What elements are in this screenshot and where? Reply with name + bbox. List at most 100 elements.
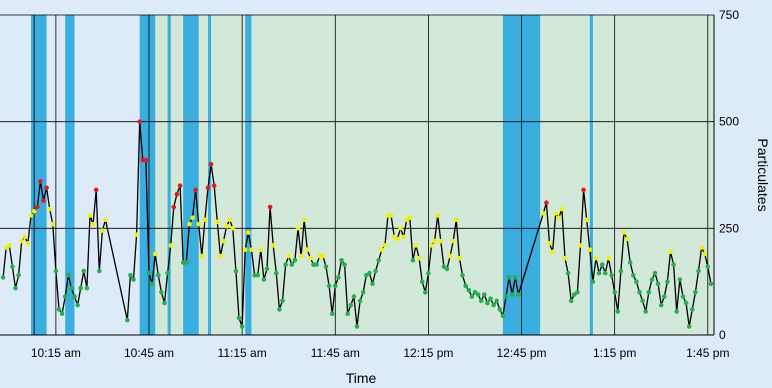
highlight-band: [31, 15, 47, 335]
data-point: [184, 260, 189, 265]
highlight-band: [183, 15, 199, 335]
data-point: [168, 243, 173, 248]
data-point: [239, 324, 245, 329]
data-point: [69, 285, 74, 291]
data-point: [568, 298, 574, 304]
data-point: [494, 298, 500, 304]
data-point: [429, 243, 434, 248]
data-point: [134, 232, 139, 237]
data-point: [196, 221, 201, 227]
data-point: [419, 279, 425, 285]
data-point: [460, 273, 465, 278]
data-point: [246, 230, 251, 235]
data-point: [230, 226, 236, 231]
data-point: [677, 277, 683, 282]
data-point: [320, 253, 326, 259]
highlight-band: [245, 15, 252, 335]
data-point: [513, 275, 518, 280]
x-tick-label: 12:45 pm: [497, 346, 547, 360]
data-point: [211, 183, 217, 188]
data-point: [550, 249, 555, 255]
data-point: [7, 243, 12, 248]
data-point: [264, 266, 270, 272]
data-point: [516, 292, 521, 297]
highlight-band: [167, 15, 171, 335]
x-tick-label: 10:15 am: [31, 346, 81, 360]
highlight-band: [589, 15, 593, 335]
data-point: [159, 290, 164, 295]
data-point: [351, 294, 357, 299]
data-point: [454, 217, 459, 223]
x-tick-label: 12:15 pm: [403, 346, 453, 360]
data-point: [16, 273, 21, 278]
y-tick-label: 500: [719, 115, 739, 129]
data-point: [274, 270, 279, 276]
data-point: [705, 264, 711, 270]
data-point: [624, 236, 630, 242]
data-point: [469, 294, 475, 299]
data-point: [447, 253, 453, 259]
x-tick-label: 1:45 pm: [686, 346, 729, 360]
data-point: [379, 247, 385, 252]
data-point: [59, 311, 65, 317]
data-point: [388, 213, 394, 218]
chart-background: [0, 15, 715, 335]
data-point: [44, 185, 49, 191]
data-point: [50, 221, 56, 227]
gridlines: [0, 14, 715, 336]
data-point: [317, 253, 323, 259]
data-point: [603, 270, 608, 276]
data-point: [398, 226, 403, 231]
data-point: [308, 255, 313, 261]
data-point: [631, 273, 636, 278]
data-point: [457, 255, 462, 261]
data-point: [575, 290, 580, 295]
data-point: [84, 285, 90, 291]
data-point: [360, 290, 366, 295]
data-point: [357, 298, 363, 304]
data-point: [584, 217, 589, 223]
data-point: [333, 283, 338, 289]
data-point: [547, 241, 552, 246]
x-axis-title: Time: [346, 370, 377, 386]
x-tick-label: 11:45 am: [311, 346, 360, 360]
data-point: [258, 247, 264, 252]
data-point: [652, 270, 658, 276]
data-point: [305, 247, 310, 252]
data-point: [348, 302, 354, 308]
data-point: [41, 198, 46, 203]
data-point: [407, 215, 413, 220]
data-point: [702, 251, 707, 257]
data-point: [295, 226, 301, 231]
data-point: [31, 209, 37, 214]
data-point: [162, 300, 167, 306]
data-point: [354, 324, 360, 329]
data-point: [128, 273, 133, 278]
data-point: [376, 258, 382, 263]
data-point: [475, 292, 481, 297]
data-point: [382, 243, 388, 248]
data-point: [339, 258, 344, 263]
data-point: [401, 234, 406, 240]
data-point: [177, 183, 183, 188]
data-point: [410, 258, 416, 263]
data-point: [491, 302, 496, 308]
data-point: [75, 302, 80, 308]
data-point: [25, 241, 31, 246]
data-point: [326, 283, 332, 289]
data-point: [236, 315, 242, 321]
data-point: [655, 281, 661, 287]
data-point: [500, 313, 506, 319]
data-point: [131, 277, 136, 282]
y-axis-title: Particulates: [755, 138, 771, 211]
data-point: [509, 292, 515, 297]
data-point: [503, 294, 509, 299]
data-point: [556, 215, 562, 220]
data-point: [146, 270, 152, 276]
data-point: [668, 249, 673, 255]
data-point: [587, 247, 593, 252]
data-point: [208, 162, 214, 167]
data-point: [90, 221, 96, 227]
data-point: [671, 262, 676, 267]
data-point: [590, 279, 596, 285]
